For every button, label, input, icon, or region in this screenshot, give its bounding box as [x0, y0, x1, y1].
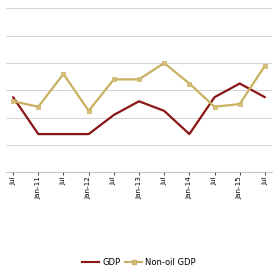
Legend: GDP, Non-oil GDP: GDP, Non-oil GDP [79, 254, 199, 270]
